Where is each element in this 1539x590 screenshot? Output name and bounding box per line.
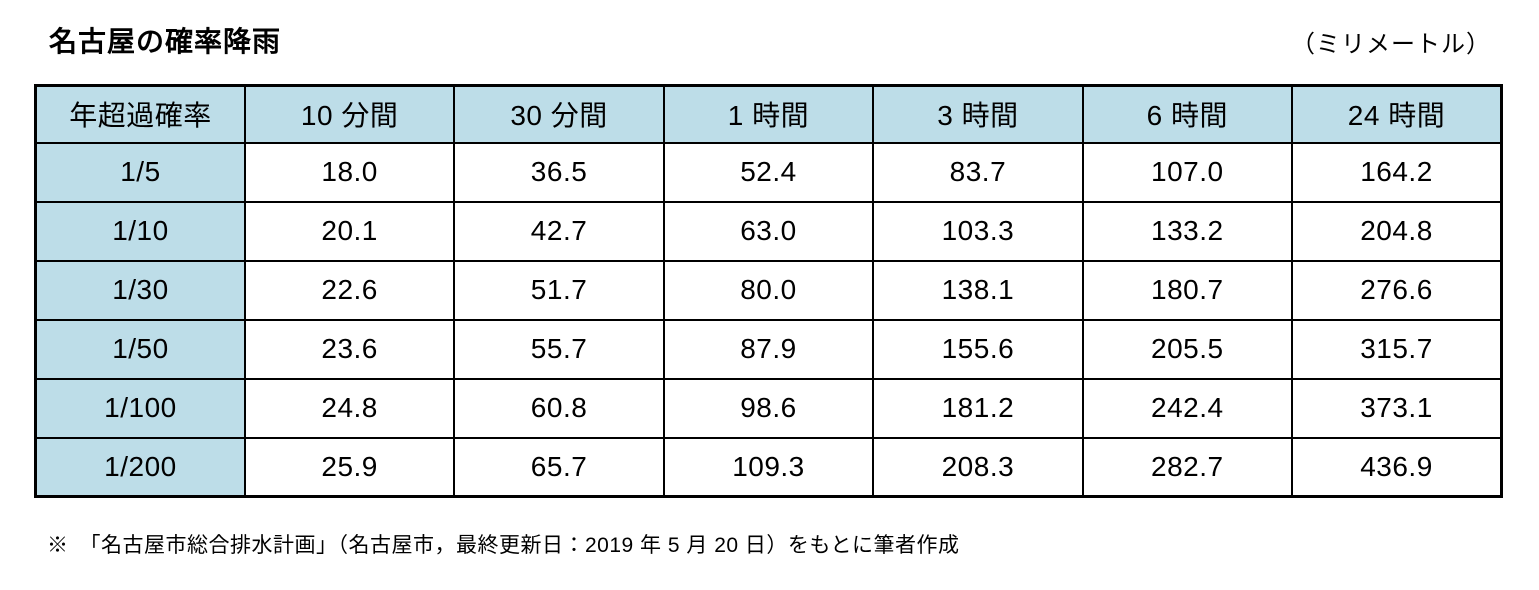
rainfall-table: 年超過確率 10 分間 30 分間 1 時間 3 時間 6 時間 24 時間 1… bbox=[34, 84, 1503, 498]
table-cell: 107.0 bbox=[1081, 141, 1294, 203]
table-cell: 60.8 bbox=[453, 377, 665, 439]
row-label: 1/30 bbox=[34, 259, 246, 321]
table-cell: 138.1 bbox=[872, 259, 1084, 321]
table-row: 1/10 20.1 42.7 63.0 103.3 133.2 204.8 bbox=[34, 200, 1503, 262]
table-cell: 103.3 bbox=[872, 200, 1084, 262]
table-cell: 51.7 bbox=[453, 259, 665, 321]
table-cell: 20.1 bbox=[243, 200, 456, 262]
table-cell: 282.7 bbox=[1081, 436, 1294, 498]
table-cell: 36.5 bbox=[453, 141, 665, 203]
source-footnote: ※ 「名古屋市総合排水計画」（名古屋市，最終更新日：2019 年 5 月 20 … bbox=[47, 534, 960, 557]
table-cell: 23.6 bbox=[243, 318, 456, 380]
unit-label: （ミリメートル） bbox=[1291, 31, 1491, 58]
table-cell: 373.1 bbox=[1291, 377, 1503, 439]
column-header-1h: 1 時間 bbox=[662, 84, 875, 144]
table-cell: 63.0 bbox=[662, 200, 875, 262]
row-label: 1/5 bbox=[34, 141, 246, 203]
table-cell: 22.6 bbox=[243, 259, 456, 321]
column-header-3h: 3 時間 bbox=[872, 84, 1084, 144]
table-cell: 55.7 bbox=[453, 318, 665, 380]
table-cell: 436.9 bbox=[1291, 436, 1503, 498]
table-cell: 98.6 bbox=[662, 377, 875, 439]
table-row: 1/30 22.6 51.7 80.0 138.1 180.7 276.6 bbox=[34, 259, 1503, 321]
table-cell: 205.5 bbox=[1081, 318, 1294, 380]
table-cell: 24.8 bbox=[243, 377, 456, 439]
table-cell: 315.7 bbox=[1291, 318, 1503, 380]
table-row: 1/200 25.9 65.7 109.3 208.3 282.7 436.9 bbox=[34, 436, 1503, 498]
table-cell: 276.6 bbox=[1291, 259, 1503, 321]
table-cell: 180.7 bbox=[1081, 259, 1294, 321]
table-cell: 204.8 bbox=[1291, 200, 1503, 262]
table-cell: 208.3 bbox=[872, 436, 1084, 498]
row-label: 1/50 bbox=[34, 318, 246, 380]
table-row: 1/5 18.0 36.5 52.4 83.7 107.0 164.2 bbox=[34, 141, 1503, 203]
column-header-6h: 6 時間 bbox=[1081, 84, 1294, 144]
row-label: 1/10 bbox=[34, 200, 246, 262]
column-header-10min: 10 分間 bbox=[243, 84, 456, 144]
table-header: 年超過確率 10 分間 30 分間 1 時間 3 時間 6 時間 24 時間 bbox=[34, 84, 1503, 144]
row-label: 1/100 bbox=[34, 377, 246, 439]
table-cell: 181.2 bbox=[872, 377, 1084, 439]
table-row: 1/100 24.8 60.8 98.6 181.2 242.4 373.1 bbox=[34, 377, 1503, 439]
table-cell: 80.0 bbox=[662, 259, 875, 321]
table-cell: 155.6 bbox=[872, 318, 1084, 380]
table-cell: 87.9 bbox=[662, 318, 875, 380]
column-header-24h: 24 時間 bbox=[1291, 84, 1503, 144]
table-cell: 18.0 bbox=[243, 141, 456, 203]
table-cell: 109.3 bbox=[662, 436, 875, 498]
table-cell: 42.7 bbox=[453, 200, 665, 262]
table-cell: 83.7 bbox=[872, 141, 1084, 203]
row-label: 1/200 bbox=[34, 436, 246, 498]
table-body: 1/5 18.0 36.5 52.4 83.7 107.0 164.2 1/10… bbox=[34, 141, 1503, 498]
table-row: 1/50 23.6 55.7 87.9 155.6 205.5 315.7 bbox=[34, 318, 1503, 380]
column-header-30min: 30 分間 bbox=[453, 84, 665, 144]
table-cell: 65.7 bbox=[453, 436, 665, 498]
table-cell: 25.9 bbox=[243, 436, 456, 498]
table-cell: 52.4 bbox=[662, 141, 875, 203]
header-row: 年超過確率 10 分間 30 分間 1 時間 3 時間 6 時間 24 時間 bbox=[34, 84, 1503, 144]
table-cell: 242.4 bbox=[1081, 377, 1294, 439]
table-cell: 133.2 bbox=[1081, 200, 1294, 262]
corner-header-cell: 年超過確率 bbox=[34, 84, 246, 144]
page-title: 名古屋の確率降雨 bbox=[49, 26, 282, 57]
table-cell: 164.2 bbox=[1291, 141, 1503, 203]
